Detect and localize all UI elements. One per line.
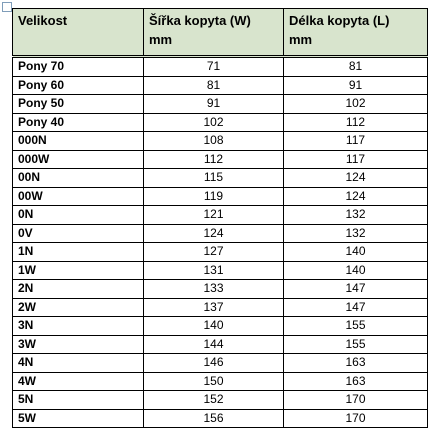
value-cell: 117	[283, 149, 428, 169]
header-text: Délka kopyta (L) mm	[289, 13, 390, 47]
size-cell: 5N	[12, 390, 144, 410]
value-cell: 81	[283, 56, 428, 77]
value-cell: 163	[283, 353, 428, 373]
value-cell: 112	[143, 149, 284, 169]
header-cell: Velikost	[12, 8, 144, 58]
value-cell: 124	[283, 168, 428, 188]
header-text: Šířka kopyta (W) mm	[149, 13, 251, 47]
size-cell: 0N	[12, 205, 144, 225]
value-cell: 133	[143, 279, 284, 299]
size-cell: 00W	[12, 186, 144, 206]
value-cell: 150	[143, 371, 284, 391]
table-row: Pony 60 81 91	[12, 75, 428, 95]
value-cell: 81	[143, 75, 284, 95]
value-cell: 102	[143, 112, 284, 132]
value-cell: 137	[143, 297, 284, 317]
table-row: 0N 121 132	[12, 205, 428, 225]
value-cell: 124	[283, 186, 428, 206]
value-cell: 155	[283, 334, 428, 354]
table-row: 3N 140 155	[12, 316, 428, 336]
table-row: Pony 70 71 81	[12, 56, 428, 77]
table-handle[interactable]	[2, 2, 12, 12]
size-cell: Pony 60	[12, 75, 144, 95]
value-cell: 91	[143, 94, 284, 114]
size-cell: Pony 50	[12, 94, 144, 114]
value-cell: 170	[283, 408, 428, 428]
table-row: 1W 131 140	[12, 260, 428, 280]
value-cell: 147	[283, 279, 428, 299]
size-cell: 3N	[12, 316, 144, 336]
value-cell: 108	[143, 131, 284, 151]
table-row: 00W 119 124	[12, 186, 428, 206]
value-cell: 144	[143, 334, 284, 354]
header-text: Velikost	[18, 13, 68, 28]
header-cell: Délka kopyta (L) mm	[283, 8, 428, 58]
value-cell: 140	[283, 242, 428, 262]
size-cell: 3W	[12, 334, 144, 354]
value-cell: 115	[143, 168, 284, 188]
value-cell: 147	[283, 297, 428, 317]
size-cell: 000W	[12, 149, 144, 169]
value-cell: 124	[143, 223, 284, 243]
size-cell: 2W	[12, 297, 144, 317]
value-cell: 71	[143, 56, 284, 77]
size-cell: 00N	[12, 168, 144, 188]
value-cell: 119	[143, 186, 284, 206]
header-cell: Šířka kopyta (W) mm	[143, 8, 284, 58]
size-cell: 2N	[12, 279, 144, 299]
value-cell: 152	[143, 390, 284, 410]
table-row: 3W 144 155	[12, 334, 428, 354]
table-body: Pony 70 71 81 Pony 60 81 91 Pony 50 91 102 Pony 4…	[12, 56, 428, 428]
size-cell: Pony 70	[12, 56, 144, 77]
size-table: Velikost Šířka kopyta (W) mm Délka kopyt…	[12, 8, 428, 428]
table-row: 4W 150 163	[12, 371, 428, 391]
size-cell: 4N	[12, 353, 144, 373]
table-row: 2W 137 147	[12, 297, 428, 317]
value-cell: 91	[283, 75, 428, 95]
table-row: 1N 127 140	[12, 242, 428, 262]
value-cell: 112	[283, 112, 428, 132]
table-row: 5W 156 170	[12, 408, 428, 428]
size-cell: 5W	[12, 408, 144, 428]
table-row: 000W 112 117	[12, 149, 428, 169]
value-cell: 156	[143, 408, 284, 428]
value-cell: 132	[283, 223, 428, 243]
value-cell: 140	[143, 316, 284, 336]
table-row: 000N 108 117	[12, 131, 428, 151]
value-cell: 163	[283, 371, 428, 391]
value-cell: 140	[283, 260, 428, 280]
size-cell: Pony 40	[12, 112, 144, 132]
table-row: 00N 115 124	[12, 168, 428, 188]
table-row: 5N 152 170	[12, 390, 428, 410]
table-row: Pony 40 102 112	[12, 112, 428, 132]
table-row: Pony 50 91 102	[12, 94, 428, 114]
size-cell: 0V	[12, 223, 144, 243]
size-cell: 1W	[12, 260, 144, 280]
value-cell: 127	[143, 242, 284, 262]
value-cell: 132	[283, 205, 428, 225]
size-cell: 1N	[12, 242, 144, 262]
header-row: Velikost Šířka kopyta (W) mm Délka kopyt…	[12, 8, 428, 58]
value-cell: 121	[143, 205, 284, 225]
table-row: 4N 146 163	[12, 353, 428, 373]
size-cell: 000N	[12, 131, 144, 151]
value-cell: 170	[283, 390, 428, 410]
value-cell: 146	[143, 353, 284, 373]
value-cell: 131	[143, 260, 284, 280]
value-cell: 117	[283, 131, 428, 151]
table-row: 2N 133 147	[12, 279, 428, 299]
table-row: 0V 124 132	[12, 223, 428, 243]
value-cell: 102	[283, 94, 428, 114]
size-cell: 4W	[12, 371, 144, 391]
value-cell: 155	[283, 316, 428, 336]
